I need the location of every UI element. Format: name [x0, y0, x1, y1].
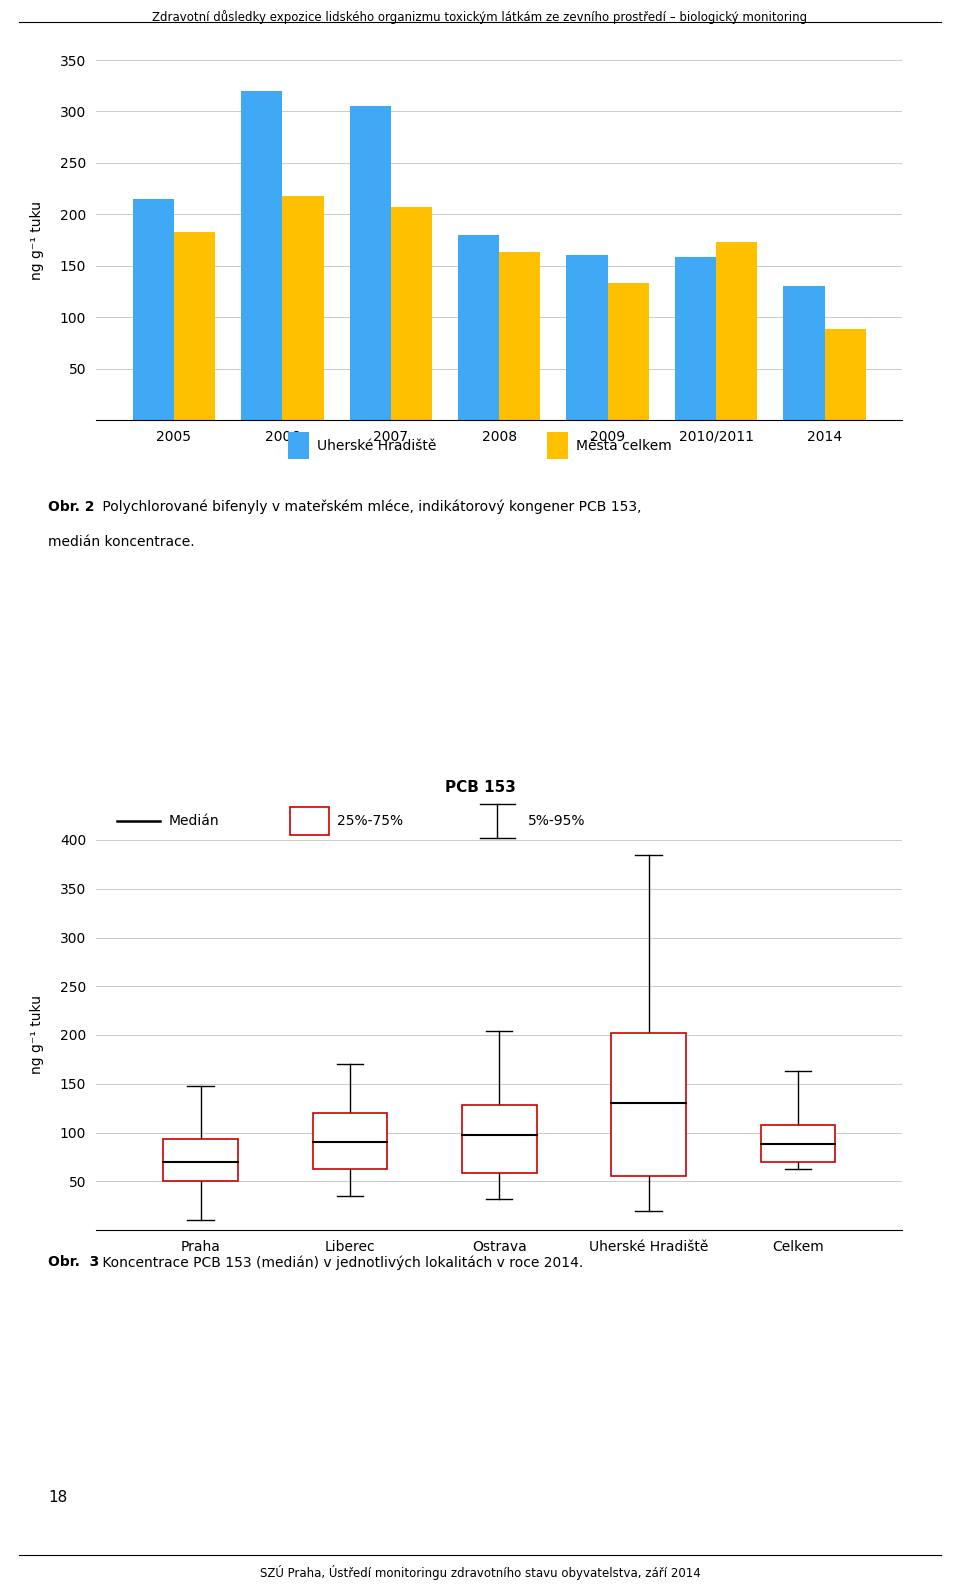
- Text: Medián: Medián: [169, 815, 220, 827]
- Text: PCB 153: PCB 153: [444, 780, 516, 796]
- Text: Obr.  3: Obr. 3: [48, 1255, 99, 1270]
- Text: Koncentrace PCB 153 (medián) v jednotlivých lokalitách v roce 2014.: Koncentrace PCB 153 (medián) v jednotliv…: [98, 1255, 583, 1270]
- Text: Zdravotní důsledky expozice lidského organizmu toxickým látkám ze zevního prostř: Zdravotní důsledky expozice lidského org…: [153, 10, 807, 24]
- Bar: [499, 252, 540, 420]
- Text: SZÚ Praha, Ústředí monitoringu zdravotního stavu obyvatelstva, září 2014: SZÚ Praha, Ústředí monitoringu zdravotní…: [259, 1564, 701, 1580]
- Bar: [132, 198, 174, 420]
- Y-axis label: ng g⁻¹ tuku: ng g⁻¹ tuku: [30, 200, 43, 279]
- Bar: [566, 255, 608, 420]
- FancyBboxPatch shape: [288, 431, 309, 460]
- Bar: [612, 1033, 685, 1176]
- FancyBboxPatch shape: [547, 431, 568, 460]
- Bar: [163, 1140, 238, 1181]
- Bar: [282, 197, 324, 420]
- Text: Polychlorované bifenyly v mateřském mléce, indikátorový kongener PCB 153,: Polychlorované bifenyly v mateřském mléc…: [98, 499, 641, 515]
- Bar: [391, 208, 432, 420]
- Text: Obr. 2: Obr. 2: [48, 499, 94, 514]
- Bar: [241, 90, 282, 420]
- Bar: [675, 257, 716, 420]
- Text: 18: 18: [48, 1490, 67, 1506]
- Bar: [349, 106, 391, 420]
- Y-axis label: ng g⁻¹ tuku: ng g⁻¹ tuku: [30, 995, 43, 1075]
- Bar: [783, 287, 825, 420]
- Text: Města celkem: Města celkem: [576, 439, 672, 452]
- Bar: [174, 231, 215, 420]
- Text: medián koncentrace.: medián koncentrace.: [48, 536, 195, 548]
- Bar: [760, 1125, 835, 1162]
- Bar: [290, 807, 329, 835]
- Text: 25%-75%: 25%-75%: [338, 815, 403, 827]
- Bar: [825, 330, 866, 420]
- Bar: [462, 1105, 537, 1173]
- Text: Uherské Hradiště: Uherské Hradiště: [317, 439, 436, 452]
- Text: 5%-95%: 5%-95%: [528, 815, 585, 827]
- Bar: [608, 284, 649, 420]
- Bar: [313, 1113, 387, 1168]
- Bar: [716, 243, 757, 420]
- Bar: [458, 235, 499, 420]
